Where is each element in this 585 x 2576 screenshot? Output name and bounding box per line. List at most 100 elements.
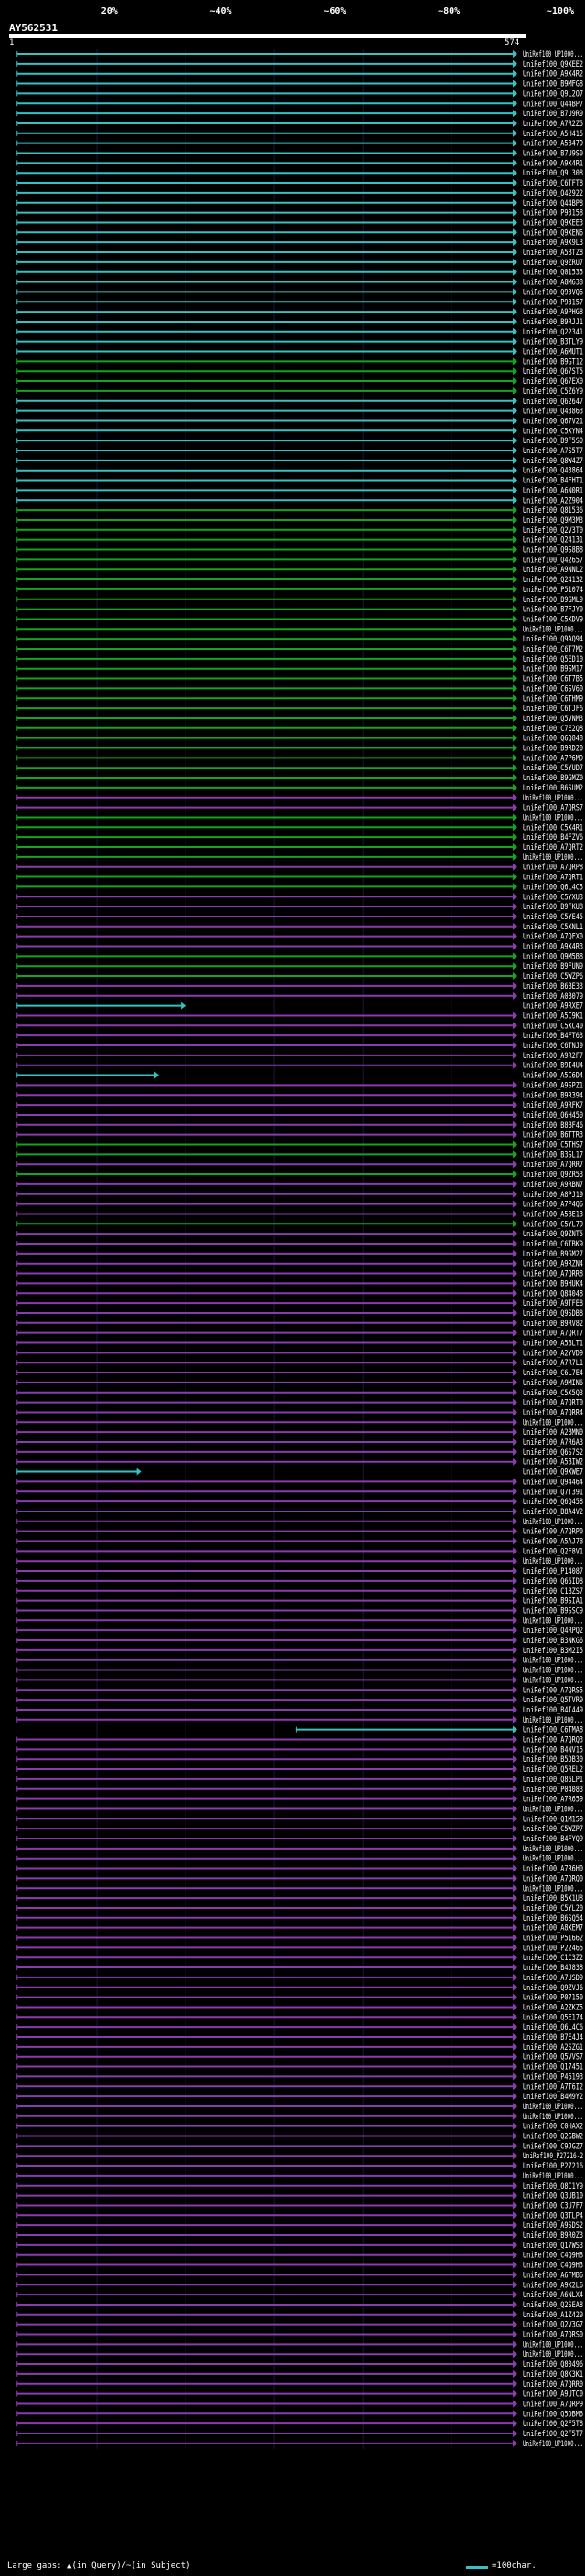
hit-label[interactable]: UniRef100_A2ZKZ5: [523, 2003, 583, 2012]
hit-label[interactable]: UniRef100_Q5DBM6: [523, 2410, 583, 2419]
hit-label[interactable]: UniRef100_Q2GBW2: [523, 2133, 583, 2142]
alignment-hit[interactable]: UniRef100_A9SPZ1: [16, 1081, 583, 1090]
alignment-hit[interactable]: UniRef100_A2YVD9: [16, 1349, 583, 1358]
hit-label[interactable]: UniRef100_A7QRT2: [523, 843, 583, 853]
alignment-hit[interactable]: UniRef100_P07150: [16, 1993, 583, 2003]
hit-label[interactable]: UniRef100_Q5TVR9: [523, 1696, 583, 1705]
hit-label[interactable]: UniRef100_A7QRT0: [523, 1399, 583, 1408]
hit-label[interactable]: UniRef100_B5X1U8: [523, 1894, 583, 1903]
alignment-hit[interactable]: UniRef100_A7R2Z5: [16, 119, 583, 129]
hit-label[interactable]: UniRef100_UP1000...: [523, 2350, 583, 2359]
hit-label[interactable]: UniRef100_A8M638: [523, 279, 583, 288]
hit-label[interactable]: UniRef100_B9GMZ0: [523, 774, 583, 783]
alignment-hit[interactable]: UniRef100_A7T6I2: [16, 2083, 583, 2092]
hit-label[interactable]: UniRef100_A9SPZ1: [523, 1081, 583, 1090]
hit-label[interactable]: UniRef100_A6MUT1: [523, 348, 583, 357]
hit-label[interactable]: UniRef100_B9SIA1: [523, 1597, 583, 1606]
alignment-hit[interactable]: UniRef100_UP1000...: [16, 2112, 583, 2122]
hit-label[interactable]: UniRef100_Q9XEE3: [523, 218, 583, 228]
alignment-hit[interactable]: UniRef100_Q80496: [16, 2360, 583, 2369]
hit-label[interactable]: UniRef100_B3SL17: [523, 1150, 583, 1160]
alignment-hit[interactable]: UniRef100_Q9L308: [16, 169, 583, 178]
hit-label[interactable]: UniRef100_C4Q9H3: [523, 2262, 583, 2271]
hit-label[interactable]: UniRef100_B9GML9: [523, 596, 583, 605]
alignment-hit[interactable]: UniRef100_Q17WS3: [16, 2241, 583, 2251]
alignment-hit[interactable]: UniRef100_B9RV82: [16, 1319, 583, 1329]
hit-label[interactable]: UniRef100_A9RFK7: [523, 1101, 583, 1110]
hit-label[interactable]: UniRef100_Q9M5B8: [523, 952, 583, 961]
alignment-hit[interactable]: UniRef100_Q5E174: [16, 2013, 583, 2022]
hit-label[interactable]: UniRef100_UP1000...: [523, 1667, 583, 1676]
hit-label[interactable]: UniRef100_A7QRT1: [523, 874, 583, 883]
alignment-hit[interactable]: UniRef100_A7R6A3: [16, 1438, 583, 1447]
hit-label[interactable]: UniRef100_B9HUK4: [523, 1279, 583, 1288]
alignment-hit[interactable]: UniRef100_C6THM9: [16, 694, 583, 704]
alignment-hit[interactable]: UniRef100_A7QRR7: [16, 1161, 583, 1170]
hit-label[interactable]: UniRef100_B8A4V2: [523, 1508, 583, 1517]
hit-label[interactable]: UniRef100_UP1000...: [523, 1418, 583, 1427]
alignment-hit[interactable]: UniRef100_A9RZN4: [16, 1259, 583, 1269]
hit-label[interactable]: UniRef100_A2Z904: [523, 496, 583, 505]
hit-label[interactable]: UniRef100_Q24132: [523, 576, 583, 585]
hit-label[interactable]: UniRef100_C9JGZ7: [523, 2142, 583, 2151]
alignment-hit[interactable]: UniRef100_A7QRQ3: [16, 1735, 583, 1745]
alignment-hit[interactable]: UniRef100_C5Z6Y9: [16, 387, 583, 397]
alignment-hit[interactable]: UniRef100_A7S5T7: [16, 447, 583, 456]
hit-label[interactable]: UniRef100_C6TFT8: [523, 179, 583, 188]
alignment-hit[interactable]: UniRef100_A2Z904: [16, 496, 583, 505]
alignment-hit[interactable]: UniRef100_A7QRS5: [16, 1686, 583, 1695]
alignment-hit[interactable]: UniRef100_B9R394: [16, 1091, 583, 1100]
alignment-hit[interactable]: UniRef100_C5X4R1: [16, 823, 583, 832]
hit-label[interactable]: UniRef100_Q67EX0: [523, 377, 583, 387]
alignment-hit[interactable]: UniRef100_Q4RPQ2: [16, 1627, 583, 1636]
alignment-hit[interactable]: UniRef100_C5YL20: [16, 1903, 583, 1913]
alignment-hit[interactable]: UniRef100_B3NKG6: [16, 1637, 583, 1646]
alignment-hit[interactable]: UniRef100_A9RBN7: [16, 1180, 583, 1190]
hit-label[interactable]: UniRef100_UP1000...: [523, 1617, 583, 1626]
alignment-hit[interactable]: UniRef100_Q2F5T7: [16, 2430, 583, 2439]
alignment-hit[interactable]: UniRef100_UP1000...: [16, 793, 583, 803]
hit-label[interactable]: UniRef100_C6L7E4: [523, 1369, 583, 1378]
alignment-hit[interactable]: UniRef100_UP1000...: [16, 1666, 583, 1676]
alignment-hit[interactable]: UniRef100_P27216: [16, 2162, 583, 2171]
hit-label[interactable]: UniRef100_A7QRP9: [523, 2400, 583, 2409]
hit-label[interactable]: UniRef100_A6FMB6: [523, 2271, 583, 2280]
alignment-hit[interactable]: UniRef100_B3SL17: [16, 1150, 583, 1160]
alignment-hit[interactable]: UniRef100_A7R6H0: [16, 1864, 583, 1874]
hit-label[interactable]: UniRef100_A7QFX0: [523, 933, 583, 942]
alignment-hit[interactable]: UniRef100_Q6L4C5: [16, 883, 583, 892]
hit-label[interactable]: UniRef100_A7T6I2: [523, 2083, 583, 2092]
hit-label[interactable]: UniRef100_A9SDS2: [523, 2221, 583, 2231]
hit-label[interactable]: UniRef100_Q9L308: [523, 169, 583, 178]
alignment-hit[interactable]: UniRef100_A9RXE7: [16, 1002, 583, 1012]
alignment-hit[interactable]: UniRef100_B3M2I5: [16, 1646, 583, 1656]
hit-label[interactable]: UniRef100_Q9XWE7: [523, 1468, 583, 1478]
hit-label[interactable]: UniRef100_Q42657: [523, 556, 583, 565]
hit-label[interactable]: UniRef100_A7R2Z5: [523, 120, 583, 129]
hit-label[interactable]: UniRef100_Q5E174: [523, 2013, 583, 2022]
alignment-hit[interactable]: UniRef100_Q93VQ6: [16, 288, 583, 297]
hit-label[interactable]: UniRef100_A2SZG1: [523, 2043, 583, 2052]
hit-label[interactable]: UniRef100_C5WZP7: [523, 1825, 583, 1834]
alignment-hit[interactable]: UniRef100_UP1000...: [16, 2102, 583, 2112]
alignment-hit[interactable]: UniRef100_Q2V3G7: [16, 2320, 583, 2330]
hit-label[interactable]: UniRef100_UP1000...: [523, 1855, 583, 1864]
alignment-hit[interactable]: UniRef100_Q9L2O7: [16, 90, 583, 99]
alignment-hit[interactable]: UniRef100_A9UTC0: [16, 2390, 583, 2400]
hit-label[interactable]: UniRef100_Q66ID8: [523, 1577, 583, 1586]
hit-label[interactable]: UniRef100_B9SSC9: [523, 1606, 583, 1616]
hit-label[interactable]: UniRef100_UP1000...: [523, 1518, 583, 1527]
alignment-hit[interactable]: UniRef100_B4J838: [16, 1964, 583, 1973]
hit-label[interactable]: UniRef100_B9GM27: [523, 1250, 583, 1259]
hit-label[interactable]: UniRef100_Q86LP1: [523, 1776, 583, 1785]
hit-label[interactable]: UniRef100_A5H415: [523, 130, 583, 139]
alignment-hit[interactable]: UniRef100_UP1000...: [16, 1854, 583, 1864]
hit-label[interactable]: UniRef100_P14087: [523, 1567, 583, 1576]
alignment-hit[interactable]: UniRef100_B7FJY0: [16, 605, 583, 615]
hit-label[interactable]: UniRef100_A7QRS7: [523, 804, 583, 813]
hit-label[interactable]: UniRef100_B4FHT1: [523, 477, 583, 486]
hit-label[interactable]: UniRef100_B9R394: [523, 1091, 583, 1100]
alignment-hit[interactable]: UniRef100_B9FUN9: [16, 962, 583, 971]
hit-label[interactable]: UniRef100_A5AJ7B: [523, 1538, 583, 1547]
alignment-hit[interactable]: UniRef100_C5WZP7: [16, 1825, 583, 1834]
